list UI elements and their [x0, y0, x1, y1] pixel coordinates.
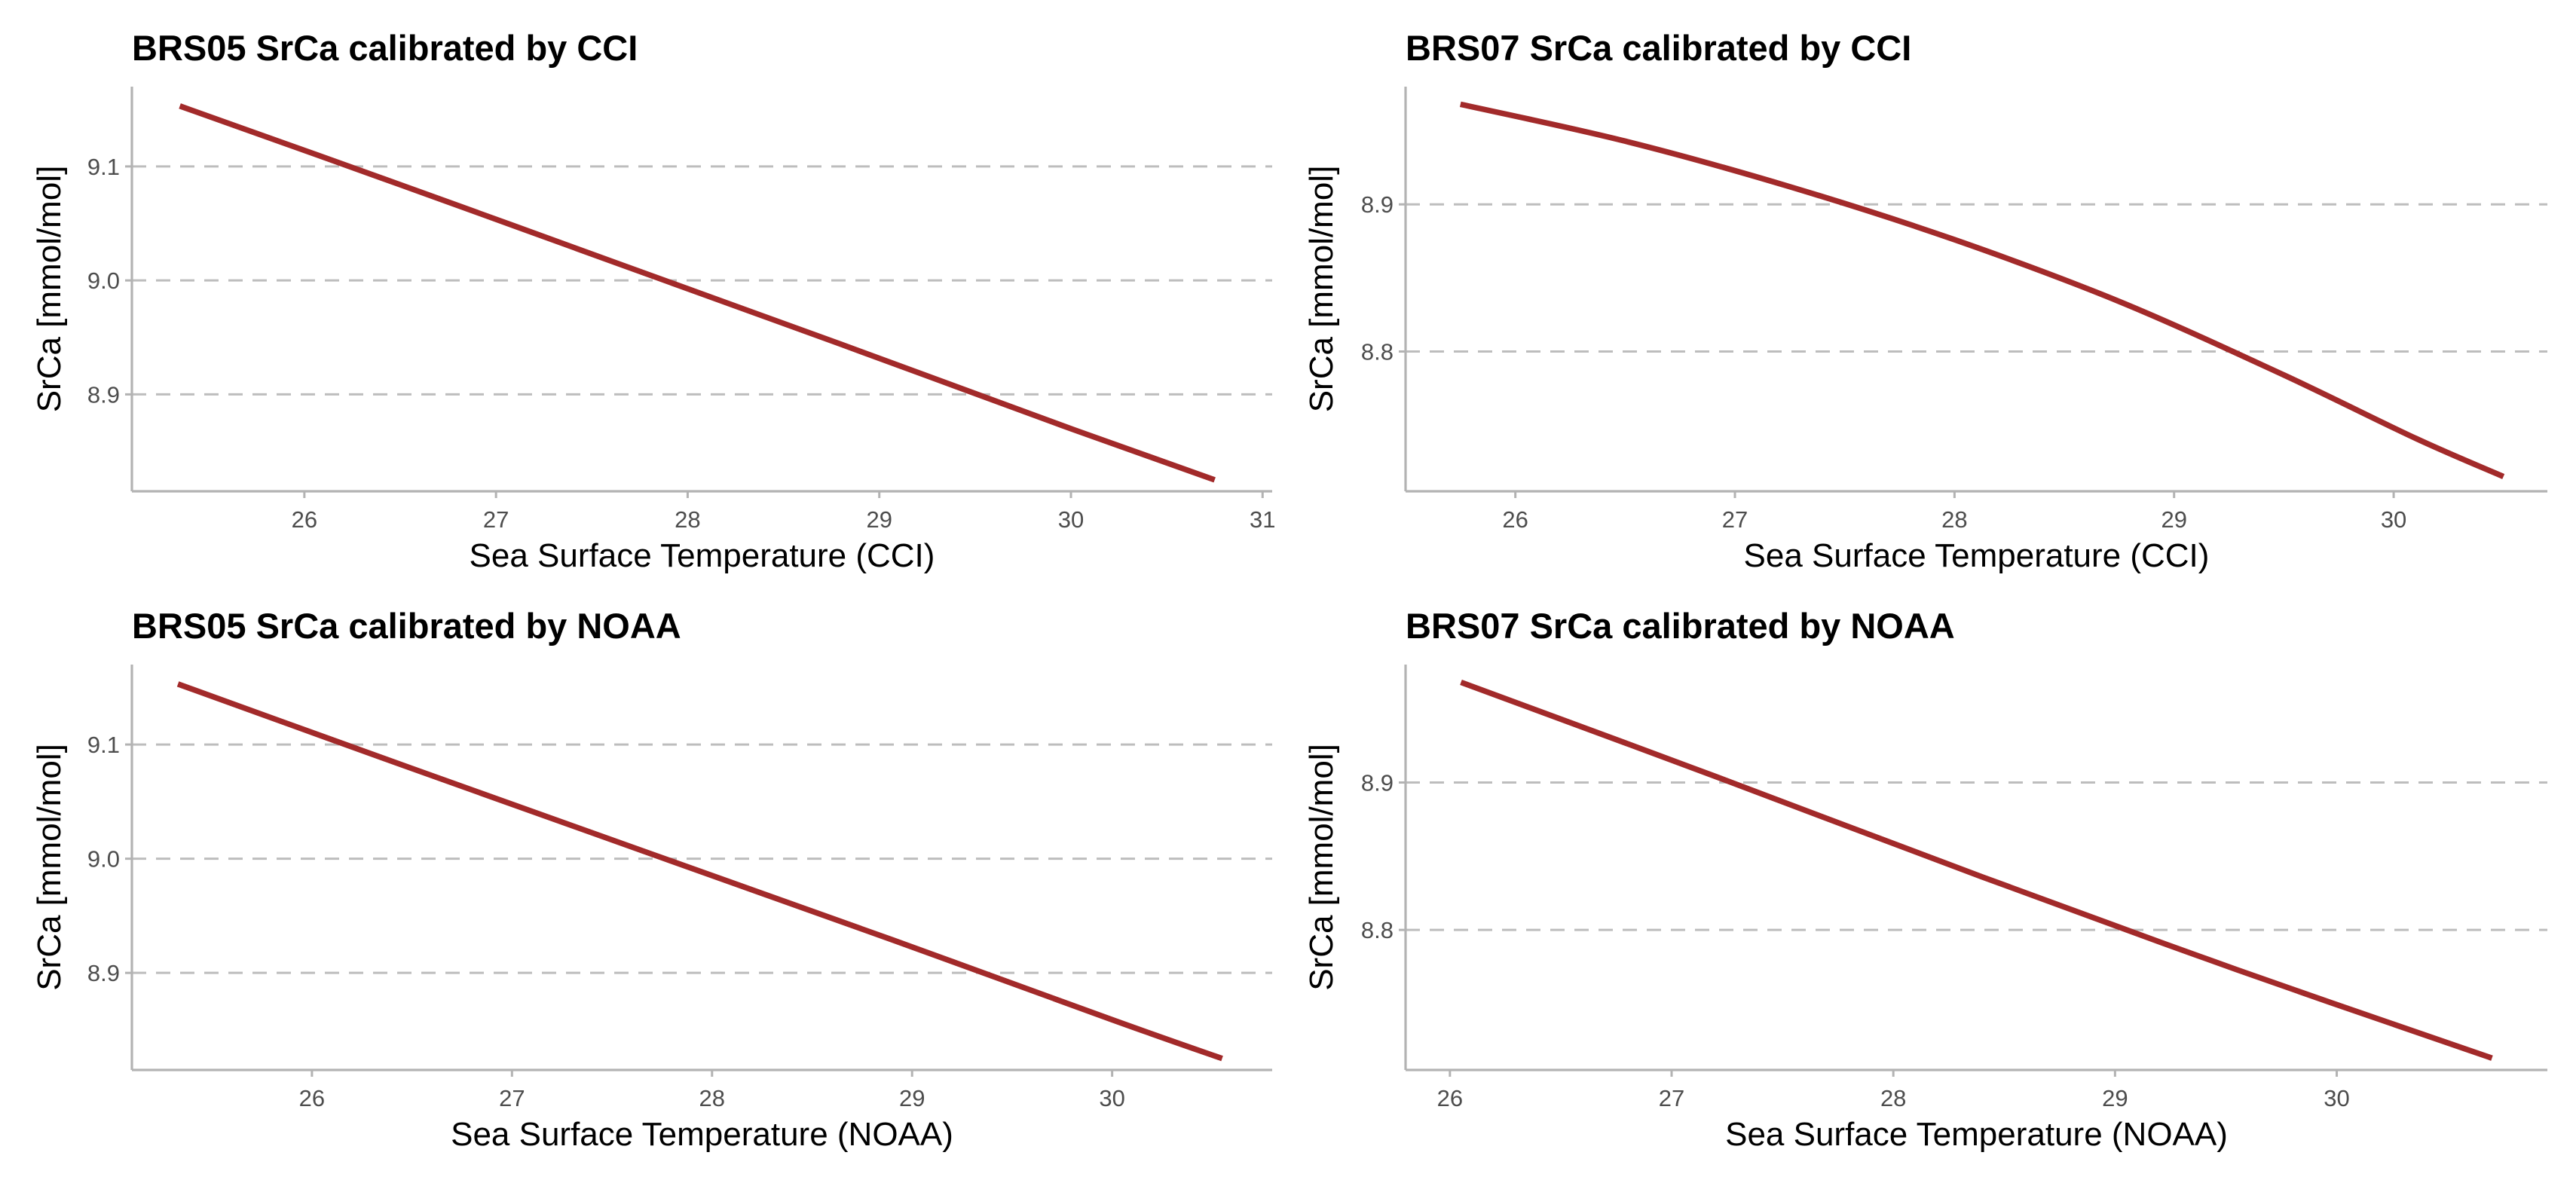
- y-tick-label: 8.9: [87, 381, 120, 408]
- y-tick-label: 9.1: [87, 154, 120, 180]
- x-axis-title: Sea Surface Temperature (CCI): [1744, 537, 2210, 574]
- x-tick-label: 28: [1941, 506, 1967, 533]
- x-axis-title: Sea Surface Temperature (NOAA): [451, 1116, 953, 1153]
- y-tick-label: 9.0: [87, 846, 120, 873]
- y-axis-title: SrCa [mmol/mol]: [1303, 744, 1340, 991]
- y-tick-label: 9.0: [87, 267, 120, 294]
- x-tick-label: 28: [1880, 1085, 1906, 1111]
- x-tick-label: 29: [2102, 1085, 2128, 1111]
- y-axis-title: SrCa [mmol/mol]: [31, 166, 68, 413]
- panel-brs07-noaa: BRS07 SrCa calibrated by NOAA Sea Surfac…: [1303, 606, 2547, 1153]
- x-tick-label: 29: [866, 506, 892, 533]
- x-tick-label: 30: [1099, 1085, 1124, 1111]
- x-axis-title: Sea Surface Temperature (NOAA): [1725, 1116, 2228, 1153]
- x-tick-label: 27: [1722, 506, 1748, 533]
- x-axis-title: Sea Surface Temperature (CCI): [470, 537, 935, 574]
- panel-title: BRS07 SrCa calibrated by NOAA: [1406, 606, 1955, 646]
- x-tick-label: 26: [1437, 1085, 1463, 1111]
- y-axis-title: SrCa [mmol/mol]: [31, 744, 68, 991]
- panel-title: BRS05 SrCa calibrated by CCI: [132, 28, 638, 68]
- series-line: [1459, 101, 2505, 479]
- series-line: [176, 681, 1223, 1062]
- x-tick-label: 27: [483, 506, 509, 533]
- y-tick-label: 8.8: [1361, 338, 1394, 365]
- x-tick-label: 30: [2324, 1085, 2349, 1111]
- y-tick-label: 9.1: [87, 732, 120, 758]
- y-tick-label: 8.9: [1361, 191, 1394, 218]
- y-tick-label: 8.9: [87, 960, 120, 986]
- series-line: [179, 103, 1216, 483]
- x-tick-label: 28: [675, 506, 700, 533]
- x-tick-label: 27: [499, 1085, 525, 1111]
- x-tick-label: 31: [1250, 506, 1275, 533]
- panel-brs07-cci: BRS07 SrCa calibrated by CCI Sea Surface…: [1303, 28, 2547, 574]
- y-tick-label: 8.9: [1361, 770, 1394, 796]
- panel-title: BRS05 SrCa calibrated by NOAA: [132, 606, 681, 646]
- panel-brs05-cci: BRS05 SrCa calibrated by CCI Sea Surface…: [31, 28, 1276, 574]
- x-tick-label: 30: [1058, 506, 1084, 533]
- x-tick-label: 26: [299, 1085, 325, 1111]
- y-axis-title: SrCa [mmol/mol]: [1303, 166, 1340, 413]
- x-tick-label: 26: [1502, 506, 1528, 533]
- x-tick-label: 26: [292, 506, 317, 533]
- y-tick-label: 8.8: [1361, 917, 1394, 943]
- x-tick-label: 28: [699, 1085, 725, 1111]
- x-tick-label: 27: [1659, 1085, 1684, 1111]
- panel-brs05-noaa: BRS05 SrCa calibrated by NOAA Sea Surfac…: [31, 606, 1272, 1153]
- x-tick-label: 29: [2161, 506, 2186, 533]
- x-tick-label: 30: [2381, 506, 2406, 533]
- x-tick-label: 29: [899, 1085, 925, 1111]
- panel-title: BRS07 SrCa calibrated by CCI: [1406, 28, 1911, 68]
- series-line: [1460, 679, 2493, 1061]
